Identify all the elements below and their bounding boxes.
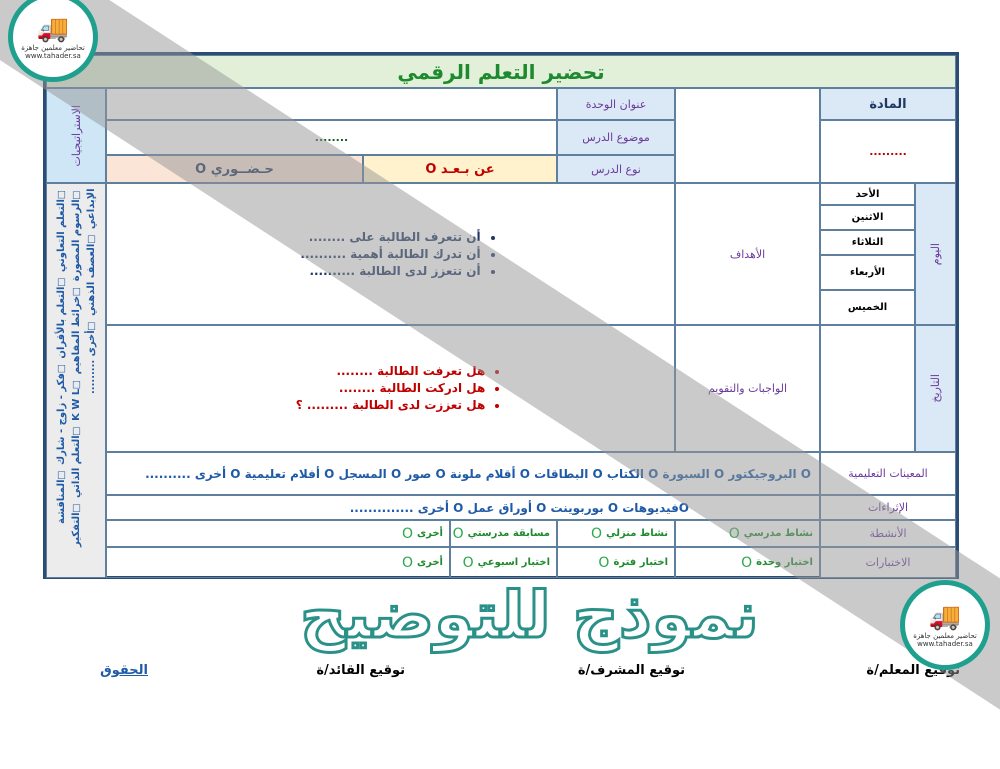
truck-icon: 🚚	[36, 14, 70, 44]
logo: 🚚 تحاضير معلمين جاهزة www.tahader.sa	[8, 0, 98, 82]
subject-value[interactable]: .........	[820, 120, 956, 183]
unit-title-label: عنوان الوحدة	[557, 88, 675, 120]
homework-label: الواجبات والتقويم	[675, 325, 820, 452]
logo: 🚚 تحاضير معلمين جاهزة www.tahader.sa	[900, 580, 990, 670]
page-title: تحضير التعلم الرقمي	[46, 55, 956, 88]
day-tuesday[interactable]: الثلاثاء	[820, 230, 915, 255]
leader-signature: توقيع القائد/ة	[316, 663, 405, 678]
logo-url: www.tahader.sa	[25, 52, 81, 60]
aids-label: المعينات التعليمية	[820, 452, 956, 495]
date-label-text: التاريخ	[929, 374, 942, 403]
enrichment-label: الإثراءات	[820, 495, 956, 520]
unit-title-input[interactable]	[106, 88, 557, 120]
blank-cell	[675, 88, 820, 183]
test-option[interactable]: اختبار فترة O	[557, 547, 675, 578]
homework-item: هل تعرفت الطالبة ........	[296, 363, 485, 380]
day-wednesday[interactable]: الأربعاء	[820, 255, 915, 290]
test-option[interactable]: اختبار اسبوعي O	[450, 547, 557, 578]
test-option[interactable]: أخرى O	[106, 547, 450, 578]
lesson-type-label: نوع الدرس	[557, 155, 675, 183]
aids-options[interactable]: O البروجيكتور O السبورة O الكتاب O البطا…	[106, 452, 820, 495]
test-option[interactable]: اختبار وحدة O	[675, 547, 820, 578]
activity-option[interactable]: نشاط مدرسي O	[675, 520, 820, 547]
watermark-text: نموذج للتوضيح	[299, 579, 761, 654]
day-monday[interactable]: الاثنين	[820, 205, 915, 230]
goals-list[interactable]: أن تتعرف الطالبة على ........أن تدرك الط…	[106, 183, 675, 325]
activity-text: مسابقة مدرستي	[467, 528, 550, 539]
supervisor-signature: توقيع المشرف/ة	[577, 663, 685, 678]
inperson-option[interactable]: حـضــوري O	[106, 155, 363, 183]
goal-item: أن تتعزز لدى الطالبة ..........	[300, 263, 480, 280]
activities-label: الأنشطة	[820, 520, 956, 547]
goal-item: أن تدرك الطالبة أهمية ..........	[300, 246, 480, 263]
day-thursday[interactable]: الخميس	[820, 290, 915, 325]
day-label: اليوم	[915, 183, 956, 325]
day-label-text: اليوم	[929, 242, 942, 266]
logo-name: تحاضير معلمين جاهزة	[913, 632, 977, 640]
activity-text: أخرى	[416, 528, 443, 539]
lesson-topic-text: ........	[314, 131, 349, 144]
activity-option[interactable]: مسابقة مدرستي O	[450, 520, 557, 547]
rights-link[interactable]: الحقوق	[100, 663, 148, 678]
goal-item: أن تتعرف الطالبة على ........	[300, 229, 481, 246]
subject-label: المادة	[820, 88, 956, 120]
homework-list[interactable]: هل تعرفت الطالبة ........هل ادركت الطالب…	[106, 325, 675, 452]
enrichment-options[interactable]: Oفيديوهات O بوربوينت O أوراق عمل O أخرى …	[106, 495, 820, 520]
activity-option[interactable]: أخرى O	[106, 520, 450, 547]
test-text: اختبار اسبوعي	[477, 557, 550, 568]
activity-text: نشاط منزلي	[606, 528, 668, 539]
truck-icon: 🚚	[928, 602, 962, 632]
date-label: التاريخ	[915, 325, 956, 452]
date-input[interactable]	[820, 325, 915, 452]
goals-label: الأهداف	[675, 183, 820, 325]
strategies-options[interactable]: ☐التعلم التعاوني ☐التعلم بالأقران ☐فكر -…	[55, 188, 97, 547]
test-text: اختبار وحدة	[756, 557, 813, 568]
activity-text: نشاط مدرسي	[743, 528, 813, 539]
lesson-topic-value[interactable]: ........	[106, 120, 557, 155]
activity-option[interactable]: نشاط منزلي O	[557, 520, 675, 547]
strategies-cell: ☐التعلم التعاوني ☐التعلم بالأقران ☐فكر -…	[46, 183, 106, 578]
tests-label: الاختبارات	[820, 547, 956, 578]
lesson-topic-label: موضوع الدرس	[557, 120, 675, 155]
test-text: أخرى	[416, 557, 443, 568]
homework-item: هل ادركت الطالبة ........	[296, 380, 485, 397]
homework-item: هل تعززت لدى الطالبة ......... ؟	[296, 397, 486, 414]
strategies-label: الاستراتيجيات	[69, 104, 83, 167]
test-text: اختبار فترة	[613, 557, 668, 568]
logo-name: تحاضير معلمين جاهزة	[21, 44, 85, 52]
logo-url: www.tahader.sa	[917, 640, 973, 648]
strategies-header: الاستراتيجيات	[46, 88, 106, 183]
day-sunday[interactable]: الأحد	[820, 183, 915, 205]
remote-option[interactable]: عن بـعـد O	[363, 155, 557, 183]
